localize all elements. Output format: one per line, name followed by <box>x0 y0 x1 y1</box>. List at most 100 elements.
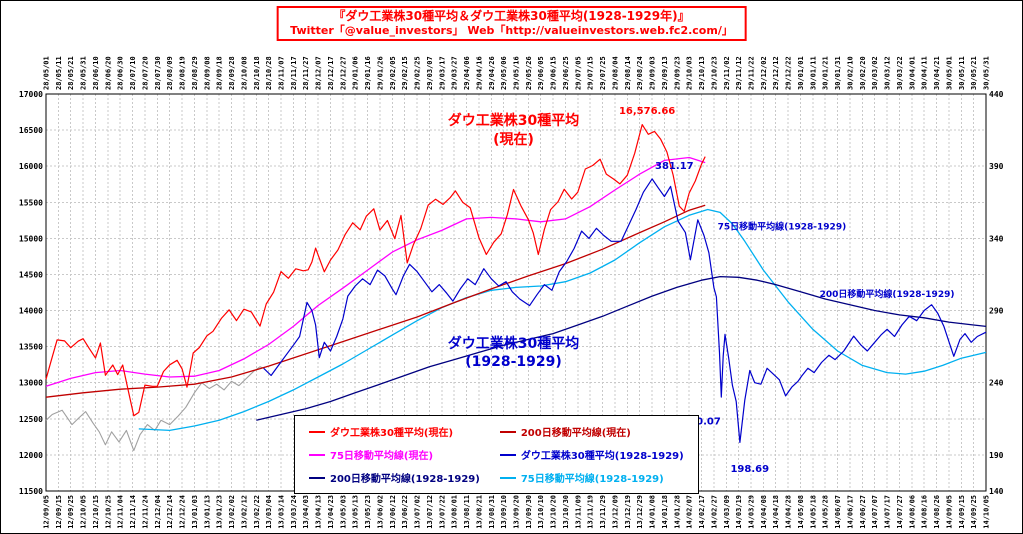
x-bottom-tick-label: 13/07/02 <box>414 495 422 529</box>
legend-line-swatch <box>499 476 516 479</box>
annotation-label: 16,576.66 <box>619 106 675 117</box>
x-bottom-tick-label: 13/10/20 <box>550 495 558 529</box>
x-top-tick-label: 29/07/15 <box>587 56 595 90</box>
x-bottom-tick-label: 14/02/17 <box>698 495 706 529</box>
x-bottom-tick-label: 13/12/29 <box>636 495 644 529</box>
y-right-tick-label: 440 <box>989 90 1004 99</box>
x-bottom-tick-label: 14/01/28 <box>673 495 681 529</box>
x-top-tick-label: 29/01/26 <box>376 56 384 90</box>
x-top-tick-label: 30/01/11 <box>809 56 817 90</box>
x-bottom-tick-label: 12/12/24 <box>179 495 187 529</box>
y-right-tick-label: 240 <box>989 379 1004 388</box>
x-top-tick-label: 29/09/03 <box>649 56 657 90</box>
y-right-tick-label: 290 <box>989 307 1004 316</box>
series-ma75-1928 <box>138 208 987 432</box>
x-bottom-tick-label: 14/03/09 <box>723 495 731 529</box>
x-bottom-tick-label: 13/10/30 <box>562 495 570 529</box>
legend-item-ma75-1928: 75日移動平均線(1928-1929) <box>499 470 684 485</box>
x-top-tick-label: 30/04/01 <box>908 56 916 90</box>
x-top-tick-label: 29/11/22 <box>748 56 756 90</box>
x-top-tick-label: 28/10/08 <box>240 56 248 90</box>
x-bottom-tick-label: 14/03/29 <box>748 495 756 529</box>
x-top-tick-label: 28/08/09 <box>166 56 174 90</box>
x-top-tick-label: 28/09/18 <box>216 56 224 90</box>
x-bottom-tick-label: 13/03/24 <box>290 495 298 529</box>
annotation-label: 200日移動平均線(1928-1929) <box>820 288 955 300</box>
x-top-tick-label: 28/10/18 <box>253 56 261 90</box>
x-bottom-tick-label: 13/08/11 <box>463 495 471 529</box>
x-bottom-tick-label: 12/09/05 <box>43 495 51 529</box>
x-bottom-tick-label: 13/06/22 <box>401 495 409 529</box>
x-bottom-tick-label: 13/05/23 <box>364 495 372 529</box>
x-top-tick-label: 28/06/10 <box>92 56 100 90</box>
x-top-tick-label: 28/05/11 <box>55 56 63 90</box>
x-bottom-tick-label: 13/04/03 <box>302 495 310 529</box>
legend-line-swatch <box>499 453 516 456</box>
x-bottom-tick-label: 14/09/25 <box>970 495 978 529</box>
x-bottom-tick-label: 13/10/10 <box>537 495 545 529</box>
x-top-tick-label: 28/06/30 <box>117 56 125 90</box>
series-ma200-1928 <box>256 275 987 421</box>
x-bottom-tick-label: 14/07/07 <box>871 495 879 529</box>
x-bottom-tick-label: 13/08/01 <box>451 495 459 529</box>
x-top-tick-label: 28/05/31 <box>80 56 88 90</box>
x-top-tick-label: 29/12/12 <box>772 56 780 90</box>
x-bottom-tick-label: 12/11/24 <box>141 495 149 529</box>
legend-line-swatch <box>309 453 325 456</box>
annotation-label: (1928-1929) <box>465 354 562 370</box>
x-top-tick-label: 28/07/20 <box>141 56 149 90</box>
y-axis-right: 440 390 340 290 240 190 140 <box>989 90 1004 496</box>
x-top-tick-label: 29/05/06 <box>500 56 508 90</box>
x-bottom-tick-label: 14/07/17 <box>884 495 892 529</box>
x-bottom-tick-label: 13/03/14 <box>278 495 286 529</box>
x-top-tick-label: 28/10/28 <box>265 56 273 90</box>
x-top-tick-label: 28/11/27 <box>302 56 310 90</box>
x-bottom-tick-label: 13/12/09 <box>611 495 619 529</box>
x-bottom-tick-label: 13/05/03 <box>339 495 347 529</box>
x-bottom-tick-label: 14/06/27 <box>859 495 867 529</box>
x-bottom-tick-label: 13/07/22 <box>438 495 446 529</box>
x-bottom-tick-label: 14/08/06 <box>908 495 916 529</box>
x-bottom-tick-label: 12/10/05 <box>80 495 88 529</box>
series-dow-1928-pre <box>45 366 264 452</box>
y-axis-left: 17000 16500 16000 15500 15000 14500 14000 13500… <box>19 90 43 496</box>
x-top-tick-label: 30/05/31 <box>983 56 991 90</box>
legend-line-swatch <box>309 476 325 479</box>
x-bottom-tick-label: 13/04/13 <box>315 495 323 529</box>
series-ma75-current <box>45 156 706 387</box>
annotation-label: ダウ工業株30種平均 <box>448 112 579 129</box>
y-left-tick-label: 13500 <box>19 343 43 352</box>
x-bottom-tick-label: 13/05/13 <box>352 495 360 529</box>
legend-item-ma200-1928: 200日移動平均線(1928-1929) <box>309 470 480 485</box>
x-bottom-tick-label: 13/01/23 <box>216 495 224 529</box>
x-top-tick-label: 28/08/29 <box>191 56 199 90</box>
x-top-tick-label: 29/08/14 <box>624 56 632 90</box>
x-top-tick-label: 30/05/01 <box>945 56 953 90</box>
y-left-tick-label: 12000 <box>19 451 43 460</box>
x-top-tick-label: 29/02/05 <box>389 56 397 90</box>
x-top-tick-label: 29/06/25 <box>562 56 570 90</box>
x-bottom-tick-label: 14/04/18 <box>772 495 780 529</box>
x-bottom-tick-label: 13/08/31 <box>488 495 496 529</box>
x-top-tick-label: 29/02/25 <box>414 56 422 90</box>
x-top-tick-label: 30/05/21 <box>970 56 978 90</box>
x-top-tick-label: 28/06/20 <box>104 56 112 90</box>
y-right-tick-label: 340 <box>989 234 1004 243</box>
x-top-tick-label: 29/05/26 <box>525 56 533 90</box>
chart-title-box: 『ダウ工業株30種平均＆ダウ工業株30種平均(1928-1929年)』 Twit… <box>276 6 747 41</box>
x-top-tick-label: 29/01/16 <box>364 56 372 90</box>
x-top-tick-label: 28/07/10 <box>129 56 137 90</box>
x-top-tick-label: 28/12/27 <box>339 56 347 90</box>
legend-item-dow-current: ダウ工業株30種平均(現在) <box>309 424 480 439</box>
x-bottom-tick-label: 13/09/10 <box>500 495 508 529</box>
legend-line-swatch <box>499 430 516 433</box>
x-top-tick-label: 29/02/15 <box>401 56 409 90</box>
x-top-tick-label: 29/04/16 <box>475 56 483 90</box>
x-top-tick-label: 29/10/23 <box>710 56 718 90</box>
x-bottom-tick-label: 14/08/26 <box>933 495 941 529</box>
x-top-tick-label: 28/07/30 <box>154 56 162 90</box>
x-top-tick-label: 29/08/24 <box>636 56 644 90</box>
y-left-tick-label: 15000 <box>19 234 43 243</box>
x-bottom-tick-label: 13/09/30 <box>525 495 533 529</box>
x-top-tick-label: 29/11/02 <box>723 56 731 90</box>
